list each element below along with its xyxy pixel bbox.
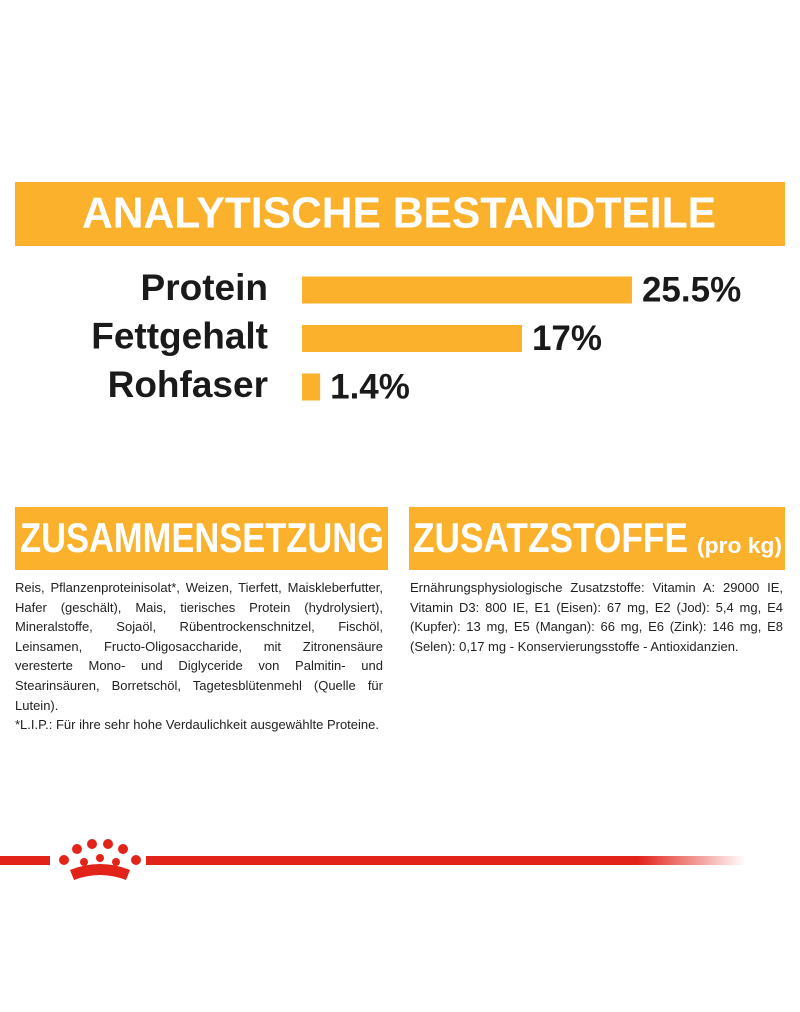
section-title: ZUSATZSTOFFE [413,514,688,561]
brand-line [0,856,50,865]
bar [302,373,321,401]
bar [302,325,522,352]
composition-text: Reis, Pflanzenproteinisolat*, Weizen, Ti… [15,578,383,735]
category-label: Fettgehalt [91,315,268,356]
value-label: 25.5% [642,270,741,309]
bar [302,276,632,304]
value-label: 17% [532,319,602,358]
category-label: Protein [141,267,268,308]
paragraph: Reis, Pflanzenproteinisolat*, Weizen, Ti… [15,580,383,713]
section-banner [15,507,388,570]
title-banner [15,182,785,246]
value-label: 1.4% [330,367,410,406]
paragraph: Ernährungsphysiologische Zusatzstoffe: V… [410,580,783,654]
section-banner [409,507,785,570]
chart-title: ANALYTISCHE BESTANDTEILE [82,189,716,238]
section-title: ZUSAMMENSETZUNG [20,514,384,561]
crown-logo [59,839,141,880]
category-label: Rohfaser [108,364,268,405]
additives-text: Ernährungsphysiologische Zusatzstoffe: V… [410,578,783,656]
brand-line [146,856,746,865]
paragraph: *L.I.P.: Für ihre sehr hohe Verdaulichke… [15,717,379,733]
section-subtitle: (pro kg) [697,533,782,558]
